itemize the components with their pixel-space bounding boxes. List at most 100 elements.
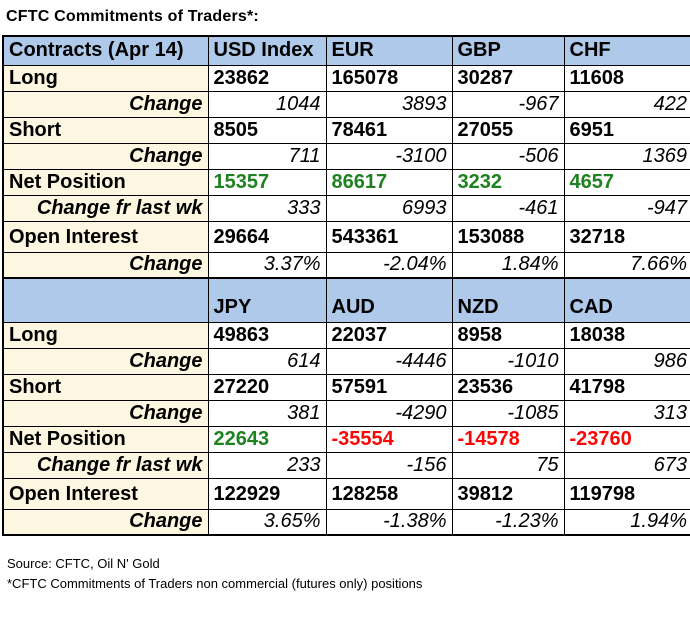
cell-value: -4446 <box>325 347 453 375</box>
cell-value: 30287 <box>451 64 565 92</box>
cell-value: 22643 <box>207 425 327 453</box>
cell-value: 333 <box>207 194 327 222</box>
cell-value: 381 <box>207 399 327 427</box>
cell-value: 23862 <box>207 64 327 92</box>
row-label: Change <box>2 508 209 536</box>
cot-table-body: Contracts (Apr 14) USD Index EUR GBP CHF Long… <box>2 35 690 536</box>
contracts-header <box>2 277 209 323</box>
cell-value: 49863 <box>207 321 327 349</box>
table-row: Change fr last wk 233 -156 75 673 <box>2 451 690 479</box>
cell-value: -947 <box>563 194 690 222</box>
cell-value: 1.84% <box>451 251 565 279</box>
row-label: Change <box>2 347 209 375</box>
cell-value: 11608 <box>563 64 690 92</box>
table-row: Open Interest 122929 128258 39812 119798 <box>2 477 690 510</box>
cell-value: 233 <box>207 451 327 479</box>
cell-value: 7.66% <box>563 251 690 279</box>
table-row: Change 381 -4290 -1085 313 <box>2 399 690 427</box>
cell-value: 986 <box>563 347 690 375</box>
cell-value: 8505 <box>207 116 327 144</box>
cell-value: -1.23% <box>451 508 565 536</box>
currency-column-header: JPY <box>207 277 327 323</box>
cell-value: 27220 <box>207 373 327 401</box>
cell-value: 128258 <box>325 477 453 510</box>
cell-value: -156 <box>325 451 453 479</box>
row-label: Change <box>2 251 209 279</box>
cell-value: 1369 <box>563 142 690 170</box>
cell-value: 614 <box>207 347 327 375</box>
table-row: Short 27220 57591 23536 41798 <box>2 373 690 401</box>
cell-value: 673 <box>563 451 690 479</box>
cell-value: -14578 <box>451 425 565 453</box>
row-label: Change <box>2 142 209 170</box>
row-label: Long <box>2 64 209 92</box>
cell-value: 165078 <box>325 64 453 92</box>
table-row: Change 614 -4446 -1010 986 <box>2 347 690 375</box>
cell-value: 57591 <box>325 373 453 401</box>
table-row: Change 1044 3893 -967 422 <box>2 90 690 118</box>
footer: Source: CFTC, Oil N' Gold *CFTC Commitme… <box>7 554 690 594</box>
cell-value: -1010 <box>451 347 565 375</box>
cell-value: -23760 <box>563 425 690 453</box>
cell-value: -1085 <box>451 399 565 427</box>
row-label: Net Position <box>2 168 209 196</box>
cell-value: 119798 <box>563 477 690 510</box>
table-row: Long 23862 165078 30287 11608 <box>2 64 690 92</box>
currency-column-header: AUD <box>325 277 453 323</box>
cell-value: 6951 <box>563 116 690 144</box>
table-row: Change 3.65% -1.38% -1.23% 1.94% <box>2 508 690 536</box>
cell-value: -506 <box>451 142 565 170</box>
cell-value: 543361 <box>325 220 453 253</box>
section-header-row: Contracts (Apr 14) USD Index EUR GBP CHF <box>2 35 690 66</box>
cell-value: 3.65% <box>207 508 327 536</box>
cell-value: 1044 <box>207 90 327 118</box>
currency-column-header: CHF <box>563 35 690 66</box>
currency-column-header: NZD <box>451 277 565 323</box>
cell-value: 3.37% <box>207 251 327 279</box>
cell-value: -1.38% <box>325 508 453 536</box>
table-row: Change fr last wk 333 6993 -461 -947 <box>2 194 690 222</box>
cell-value: 78461 <box>325 116 453 144</box>
table-row: Open Interest 29664 543361 153088 32718 <box>2 220 690 253</box>
table-row: Change 711 -3100 -506 1369 <box>2 142 690 170</box>
cell-value: 32718 <box>563 220 690 253</box>
cell-value: 711 <box>207 142 327 170</box>
row-label: Change <box>2 399 209 427</box>
cot-table: Contracts (Apr 14) USD Index EUR GBP CHF Long… <box>2 35 690 536</box>
row-label: Short <box>2 373 209 401</box>
cell-value: 3893 <box>325 90 453 118</box>
cell-value: 23536 <box>451 373 565 401</box>
table-row: Net Position 15357 86617 3232 4657 <box>2 168 690 196</box>
row-label: Open Interest <box>2 220 209 253</box>
cell-value: 75 <box>451 451 565 479</box>
table-row: Long 49863 22037 8958 18038 <box>2 321 690 349</box>
cell-value: -967 <box>451 90 565 118</box>
table-row: Short 8505 78461 27055 6951 <box>2 116 690 144</box>
table-row: Change 3.37% -2.04% 1.84% 7.66% <box>2 251 690 279</box>
row-label: Short <box>2 116 209 144</box>
currency-column-header: USD Index <box>207 35 327 66</box>
row-label: Open Interest <box>2 477 209 510</box>
cell-value: 29664 <box>207 220 327 253</box>
section-header-row: JPY AUD NZD CAD <box>2 277 690 323</box>
cell-value: 8958 <box>451 321 565 349</box>
cell-value: 27055 <box>451 116 565 144</box>
contracts-header: Contracts (Apr 14) <box>2 35 209 66</box>
cell-value: 86617 <box>325 168 453 196</box>
cell-value: 1.94% <box>563 508 690 536</box>
cell-value: 153088 <box>451 220 565 253</box>
cell-value: 41798 <box>563 373 690 401</box>
currency-column-header: EUR <box>325 35 453 66</box>
row-label: Long <box>2 321 209 349</box>
cell-value: 18038 <box>563 321 690 349</box>
definition-note: *CFTC Commitments of Traders non commerc… <box>7 576 423 591</box>
cell-value: 4657 <box>563 168 690 196</box>
row-label: Change <box>2 90 209 118</box>
cell-value: 6993 <box>325 194 453 222</box>
cell-value: 422 <box>563 90 690 118</box>
cell-value: 3232 <box>451 168 565 196</box>
cell-value: 122929 <box>207 477 327 510</box>
cell-value: -2.04% <box>325 251 453 279</box>
source-note: Source: CFTC, Oil N' Gold <box>7 556 160 571</box>
